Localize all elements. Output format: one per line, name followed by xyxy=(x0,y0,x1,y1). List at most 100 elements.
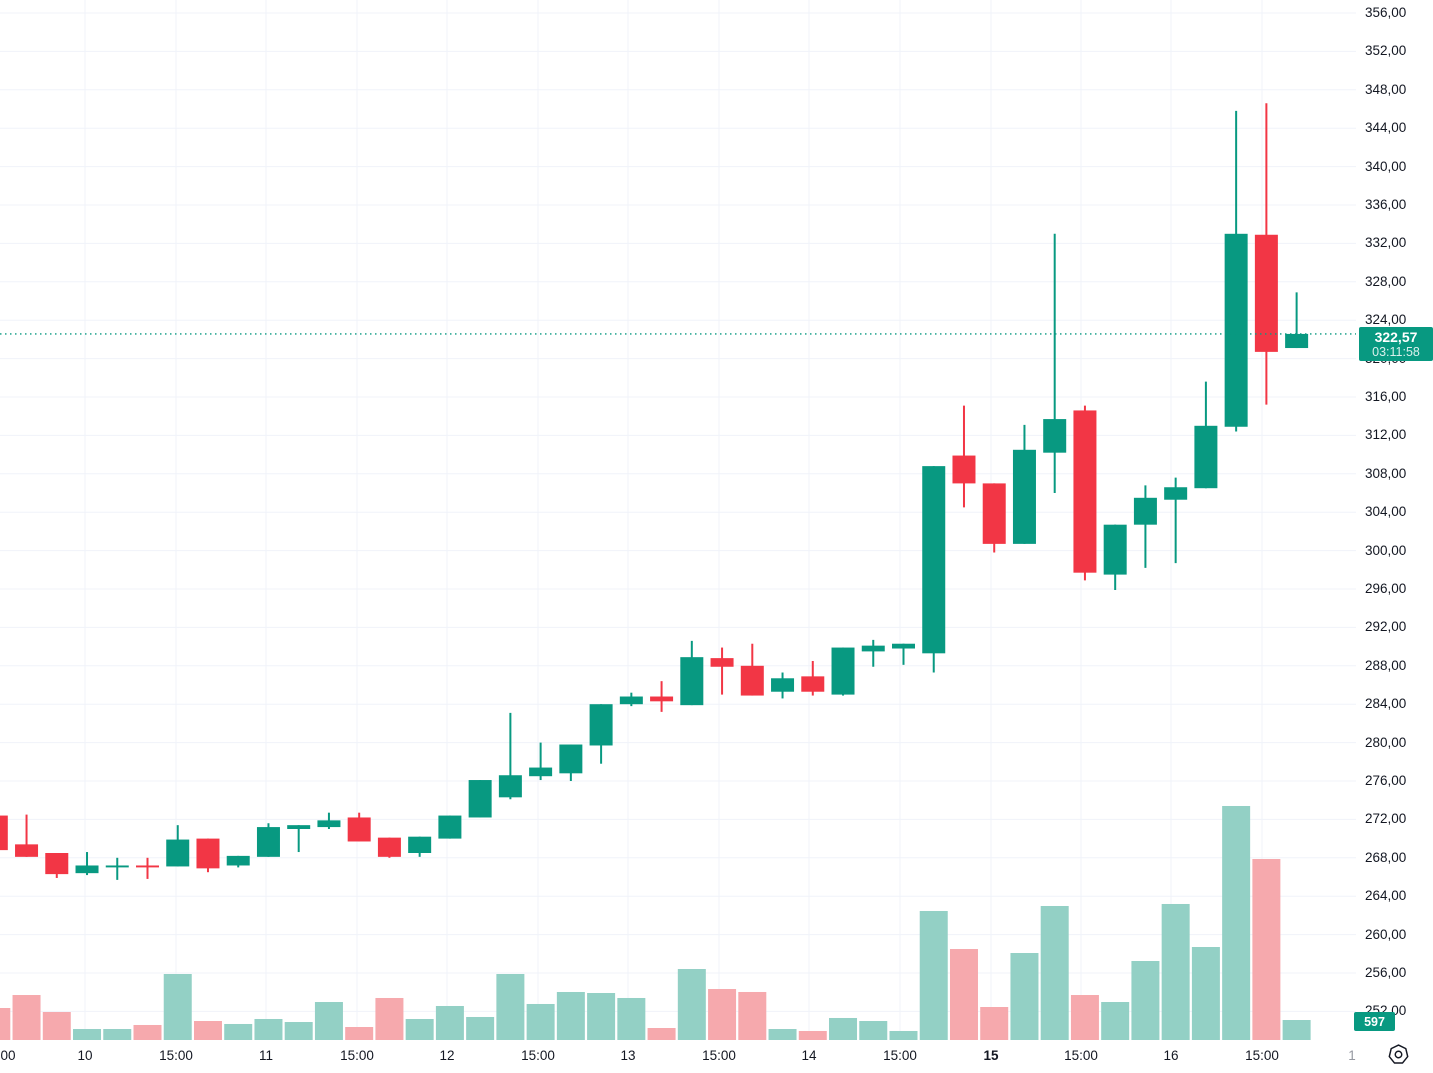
candle-body xyxy=(1164,487,1188,500)
price-tick-label: 292,00 xyxy=(1365,619,1407,635)
time-tick-label: 16 xyxy=(1163,1048,1179,1063)
settings-button[interactable] xyxy=(1385,1042,1411,1066)
candle-body xyxy=(438,815,462,839)
gear-icon xyxy=(1388,1043,1408,1064)
candle-body xyxy=(15,844,39,857)
price-tick-label: 352,00 xyxy=(1365,43,1407,59)
time-tick-label: 15 xyxy=(983,1048,999,1063)
volume-badge: 597 xyxy=(1354,1012,1395,1031)
volume-value: 597 xyxy=(1364,1014,1385,1029)
volume-bar xyxy=(708,989,737,1040)
time-tick-label: 15:00 xyxy=(1245,1048,1279,1063)
price-tick-label: 300,00 xyxy=(1365,542,1407,558)
candle-body xyxy=(287,825,311,829)
volume-bar xyxy=(1222,805,1251,1040)
price-tick-label: 296,00 xyxy=(1365,581,1407,596)
candle-body xyxy=(196,838,220,869)
price-tick-label: 356,00 xyxy=(1365,5,1407,20)
volume-bar xyxy=(919,910,948,1040)
volume-bar xyxy=(1010,952,1039,1040)
time-tick-label: 10 xyxy=(77,1048,93,1063)
candle-body xyxy=(1133,497,1157,525)
volume-bar xyxy=(0,1008,11,1040)
volume-bar xyxy=(405,1018,434,1040)
price-tick-label: 324,00 xyxy=(1365,312,1407,328)
volume-bar xyxy=(42,1011,71,1040)
candle-body xyxy=(105,865,129,868)
candle-body xyxy=(377,837,401,857)
last-price-value: 322,57 xyxy=(1374,328,1418,345)
price-tick-label: 280,00 xyxy=(1365,734,1407,750)
candle-body xyxy=(740,665,764,696)
price-tick-label: 264,00 xyxy=(1365,888,1407,904)
time-tick-label: 13 xyxy=(620,1048,636,1063)
candle-body xyxy=(1073,410,1097,573)
volume-bar xyxy=(163,974,192,1040)
candle-body xyxy=(1285,333,1309,349)
volume-bar xyxy=(980,1007,1009,1040)
price-tick-label: 256,00 xyxy=(1365,965,1407,980)
volume-bar xyxy=(284,1022,313,1040)
candle-body xyxy=(589,704,613,746)
price-tick-label: 284,00 xyxy=(1365,696,1407,712)
candle-body xyxy=(136,865,159,868)
candle-body xyxy=(75,865,99,874)
candle-body xyxy=(529,767,553,777)
volume-bar xyxy=(647,1028,676,1040)
candle-body xyxy=(892,643,915,649)
candle-body xyxy=(498,775,522,798)
candle-body xyxy=(922,466,946,654)
candle-body xyxy=(559,744,583,774)
candle-body xyxy=(408,836,432,853)
price-tick-label: 348,00 xyxy=(1365,81,1407,97)
volume-bar xyxy=(1131,961,1160,1040)
price-tick-label: 276,00 xyxy=(1365,773,1407,788)
volume-bar xyxy=(224,1023,253,1040)
chart-surface[interactable] xyxy=(0,0,1356,1040)
volume-bar xyxy=(677,969,706,1040)
time-axis[interactable]: 00 10 15:00 11 15:00 12 15:00 13 15:00 14 15:00 15 1… xyxy=(0,1040,1433,1073)
price-tick-label: 304,00 xyxy=(1365,504,1407,520)
volume-bar xyxy=(496,974,525,1040)
candle-body xyxy=(801,676,825,692)
volume-bar xyxy=(435,1005,464,1040)
volume-bar xyxy=(103,1029,132,1040)
volume-bar xyxy=(466,1016,495,1040)
volume-bar xyxy=(556,991,585,1040)
price-tick-label: 272,00 xyxy=(1365,811,1407,827)
volume-bar xyxy=(345,1027,374,1040)
candle-body xyxy=(831,647,855,695)
volume-bar xyxy=(1070,995,1099,1040)
volume-bar xyxy=(254,1018,283,1040)
candle-body xyxy=(1224,233,1248,427)
time-tick-label: 15:00 xyxy=(1064,1048,1098,1063)
candle-body xyxy=(710,658,734,667)
volume-bar xyxy=(768,1029,797,1040)
candle-body xyxy=(1194,425,1218,489)
candle-body xyxy=(680,657,704,706)
volume-bar xyxy=(12,995,41,1040)
time-tick-label: 1 xyxy=(1348,1048,1356,1063)
volume-bar xyxy=(798,1030,827,1040)
price-tick-label: 260,00 xyxy=(1365,926,1407,942)
volume-bar xyxy=(1161,903,1190,1040)
volume-bar xyxy=(859,1021,888,1040)
price-tick-label: 312,00 xyxy=(1365,427,1407,443)
candle-body xyxy=(226,855,250,866)
volume-bar xyxy=(314,1002,343,1040)
time-tick-label: 15:00 xyxy=(340,1048,374,1063)
candle-body xyxy=(861,645,885,652)
candle-body xyxy=(1043,419,1067,453)
time-tick-label: 14 xyxy=(801,1048,817,1063)
candle-body xyxy=(45,853,69,875)
price-axis[interactable]: 356,00 352,00 348,00 344,00 340,00 336,00 332,… xyxy=(1356,0,1433,1040)
volume-bar xyxy=(1252,858,1281,1040)
price-tick-label: 340,00 xyxy=(1365,158,1407,174)
volume-bar xyxy=(587,992,616,1040)
price-tick-label: 316,00 xyxy=(1365,389,1407,404)
volume-bar xyxy=(1282,1020,1311,1040)
candle-body xyxy=(650,696,674,702)
price-tick-label: 336,00 xyxy=(1365,197,1407,212)
volume-bar xyxy=(829,1017,858,1040)
